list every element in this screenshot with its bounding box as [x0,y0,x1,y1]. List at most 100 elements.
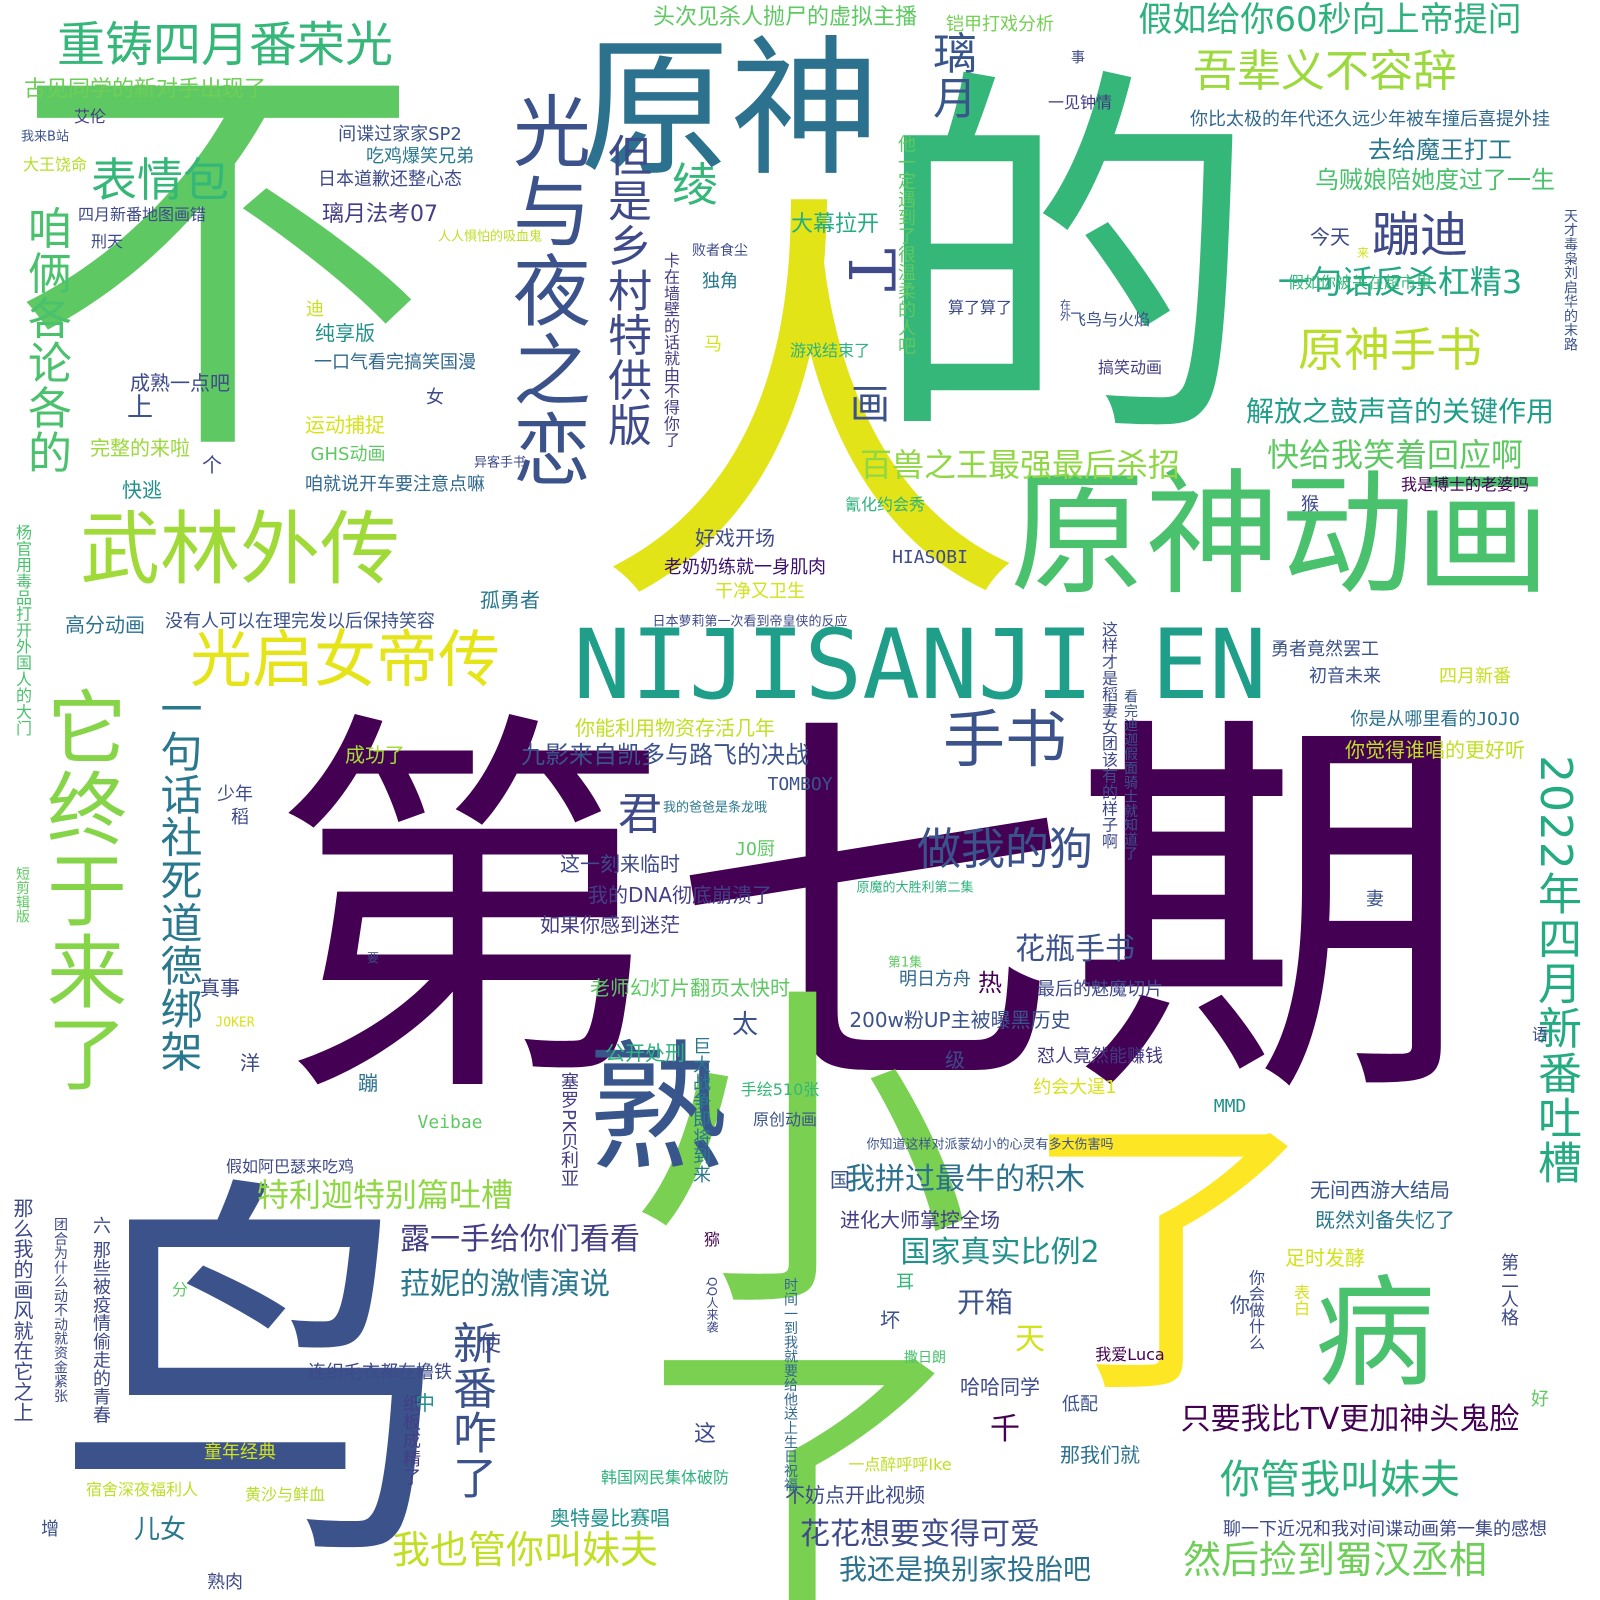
word: 连织毛衣都在撸铁 [308,1362,452,1383]
word: 中 [415,1391,435,1415]
word: 足时发酵 [1285,1246,1365,1270]
word: 吃鸡爆笑兄弟 [366,146,474,167]
word: 干净又卫生 [715,581,805,602]
word: 成功了 [345,743,405,767]
word: 表白 [1291,1283,1310,1317]
word: 一点醉呼呼Ike [848,1455,952,1474]
word: 日本道歉还整心态 [318,169,462,190]
word: 纯享版 [315,321,375,345]
word: 2022年四月新番吐槽 [1530,755,1581,1185]
word: 日本萝莉第一次看到帝皇侠的反应 [652,614,848,630]
word: 解放之鼓声音的关键作用 [1245,395,1555,428]
word: 鸟 [55,1147,455,1600]
word: 迪 [306,299,324,320]
word: 女 [426,387,444,408]
word: 你管我叫妹夫 [1220,1457,1460,1503]
word: 大王饶命 [22,155,88,174]
word: 无间西游大结局 [1310,1178,1450,1202]
word: 使 [478,1332,502,1357]
word: 原神动画 [1010,456,1550,614]
word: 四月新番地图画错 [77,205,207,224]
word: 花花想要变得可爱 [800,1517,1040,1552]
word: 第七期 [270,682,1470,1147]
word: T [833,248,907,292]
word: 运动捕捉 [305,413,385,437]
word: 古见同学的新对手出现了 [23,77,267,102]
word: 你比太极的年代还久远少年被车撞后喜提外挂 [1190,109,1550,130]
word: 语 [1531,1025,1549,1044]
word: 不妨点开此视频 [785,1483,925,1507]
word: 但是乡村特供版 [600,132,651,448]
word: 塞罗PK贝利亚 [558,1072,579,1188]
word: 热 [978,969,1002,997]
word: JO厨 [735,839,775,860]
word: GHS动画 [310,444,386,465]
word: 蹦 [358,1071,378,1095]
word: 来 [1356,246,1370,260]
word: 杨官用毒品打开外国人的大门 [13,523,32,737]
word: 四月新番 [1439,666,1511,687]
word: 然后捡到蜀汉丞相 [1182,1538,1488,1582]
word: 今天 [1310,225,1350,249]
word: 开箱 [956,1286,1014,1319]
word: 绫 [672,158,718,212]
word: 大幕拉开 [790,212,880,237]
word: 200w粉UP主被曝黑历史 [849,1008,1071,1032]
word: Veibae [417,1112,483,1133]
word: 露一手给你们看看 [400,1222,640,1257]
word: 聊一下近况和我对间谍动画第一集的感想 [1223,1519,1547,1540]
word: 算了算了 [947,298,1013,317]
word: 完整的来啦 [90,436,190,460]
word: 奥特曼比赛唱 [550,1506,670,1530]
word: 妻 [1366,889,1384,910]
word: 我爱Luca [1095,1345,1165,1364]
word: 我是博士的老婆吗 [1400,475,1530,494]
word: 我的DNA彻底崩溃了 [587,883,773,907]
word: 你知道这样对派蒙幼小的心灵有多大伤害吗 [866,1137,1114,1153]
word: 猴 [1301,494,1319,515]
word: NIJISANJI EN [573,609,1267,721]
word: 耳 [896,1272,914,1293]
word: 璃月法考07 [322,202,438,227]
word: 快逃 [122,478,162,502]
word: 人 [520,180,1020,620]
word: 吾辈义不容辞 [1193,46,1457,97]
word: 短剪辑版 [14,866,30,924]
word: 熟肉 [207,1572,243,1593]
word: 好戏开场 [695,526,775,550]
word: 武林外传 [80,503,400,596]
word: 巨大战争即将到来 [690,1036,711,1184]
word: 上 [126,393,154,423]
word: 九影来自凯多与路飞的决战 [521,741,809,769]
word: 那么我的画风就在它之上 [10,1197,34,1423]
word: 六 那些被疫情偷走的青春 [90,1215,111,1425]
word: 我拼过最牛的积木 [845,1162,1085,1197]
word: 游戏结束了 [789,341,871,360]
word: 咱俩各论各的 [20,205,71,475]
word: 原魔的大胜利第二集 [856,880,974,896]
word: 璃月 [925,30,976,120]
word: 老师幻灯片翻页太快时 [590,976,790,1000]
word: 儿女 [133,1515,187,1545]
word: 卡在墙壁的话就由不得你了 [661,252,680,448]
word: 画 [850,382,890,428]
word: 韩国网民集体破防 [600,1468,730,1487]
word: 天 [1015,1322,1045,1357]
word: 我也管你叫妹夫 [391,1528,659,1572]
word: 既然刘备失忆了 [1315,1208,1455,1232]
word: 熟 [587,1028,729,1191]
word: 第1集 [887,955,923,971]
word: 一句话社死道德绑架 [154,687,203,1073]
word: 黄沙与鲜血 [244,1485,326,1504]
word: 去给魔王打工 [1368,136,1512,164]
word: 百兽之王最强最后杀招 [859,446,1181,484]
word: 一口气看完搞笑国漫 [314,352,476,373]
word: 撒日朗 [904,1350,946,1366]
word: 猕 [703,1230,721,1249]
word: 洋 [240,1051,260,1075]
word: 个 [202,453,222,477]
word: 宿舍深夜福利人 [85,1480,199,1499]
word: 纸板成精了 [400,1394,421,1486]
word: 分 [171,1280,189,1299]
word: 头次见杀人抛尸的虚拟主播 [652,5,918,30]
